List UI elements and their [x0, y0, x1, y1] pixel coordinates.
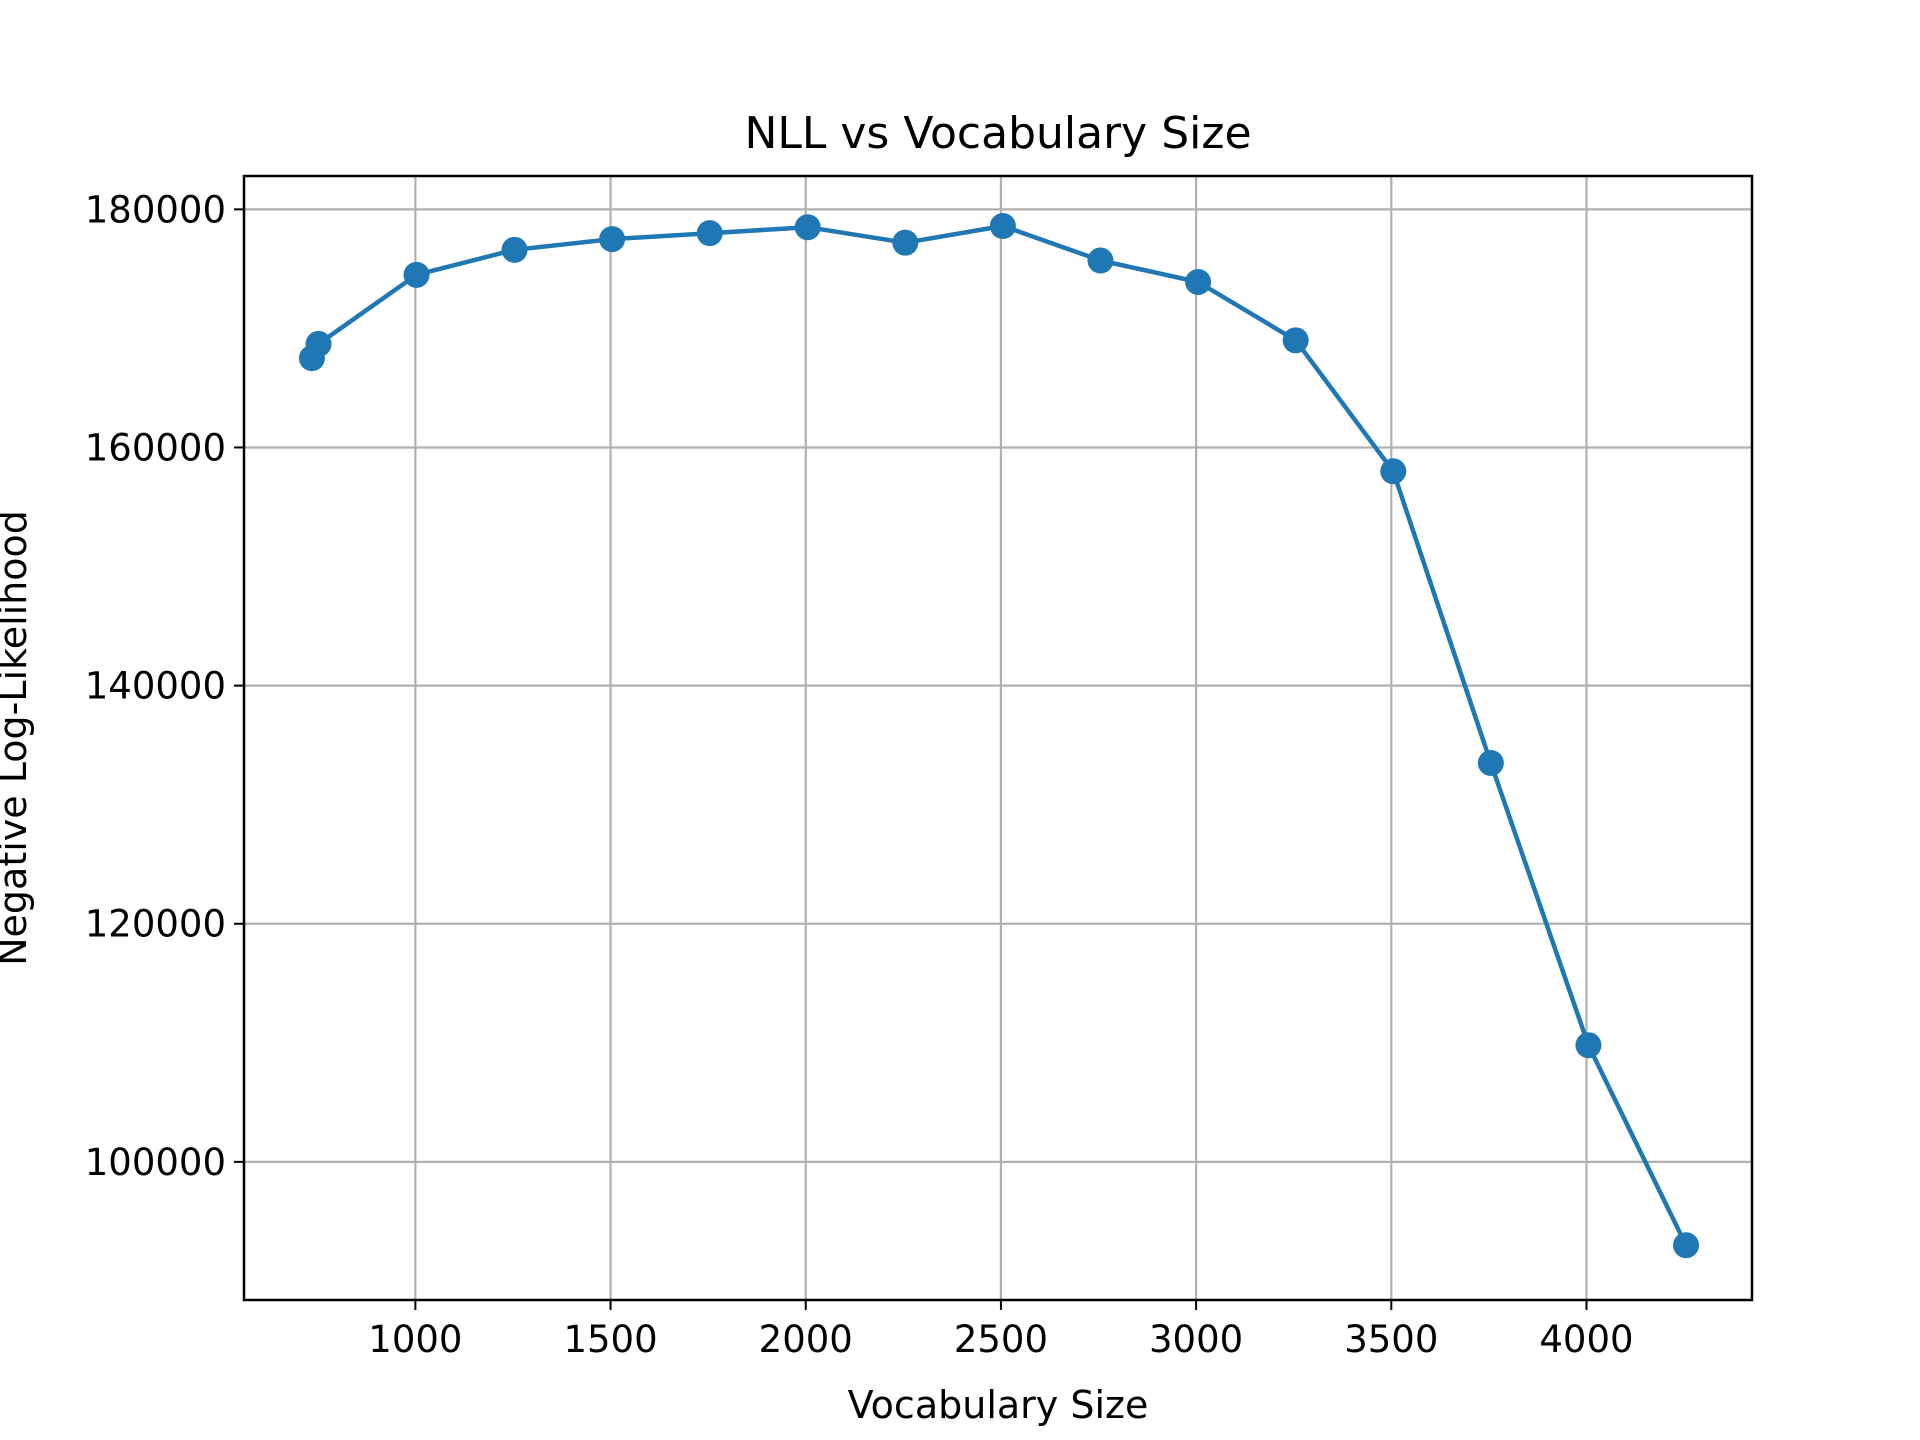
series-line	[309, 223, 1689, 1247]
y-tick-label: 120000	[85, 903, 226, 946]
data-point	[403, 261, 430, 288]
x-tick-label: 2000	[759, 1318, 853, 1361]
data-point	[501, 236, 528, 263]
data-point	[696, 220, 723, 247]
data-point	[305, 330, 332, 357]
data-point	[1575, 1032, 1602, 1059]
chart-title: NLL vs Vocabulary Size	[744, 108, 1251, 159]
x-tick-label: 3000	[1149, 1318, 1243, 1361]
x-tick-label: 2500	[954, 1318, 1048, 1361]
data-point	[1380, 458, 1407, 485]
data-point	[892, 229, 919, 256]
plot-area-frame	[242, 174, 1754, 1302]
data-point	[1087, 247, 1114, 274]
data-point	[1673, 1232, 1700, 1259]
y-axis-label: Negative Log-Likelihood	[0, 510, 35, 966]
data-point	[989, 213, 1016, 240]
data-point	[1477, 750, 1504, 777]
x-tick-label: 3500	[1344, 1318, 1438, 1361]
y-tick-label: 140000	[85, 665, 226, 708]
series-line-layer	[309, 223, 1689, 1247]
y-tick-label: 160000	[85, 426, 226, 469]
y-tick-label: 100000	[85, 1141, 226, 1184]
data-point	[599, 226, 626, 253]
x-tick-label: 4000	[1539, 1318, 1633, 1361]
x-tick-label: 1000	[368, 1318, 462, 1361]
y-tick-label: 180000	[85, 188, 226, 231]
x-axis-label: Vocabulary Size	[848, 1383, 1149, 1427]
data-point	[1282, 327, 1309, 354]
data-point	[1185, 268, 1212, 295]
data-point	[794, 214, 821, 241]
grid	[244, 176, 1752, 1300]
axis-ticks: 1000 1500 2000 2500 3000 3500 4000 100000 120000…	[85, 188, 1634, 1361]
x-tick-label: 1500	[563, 1318, 657, 1361]
series-markers	[298, 213, 1700, 1259]
